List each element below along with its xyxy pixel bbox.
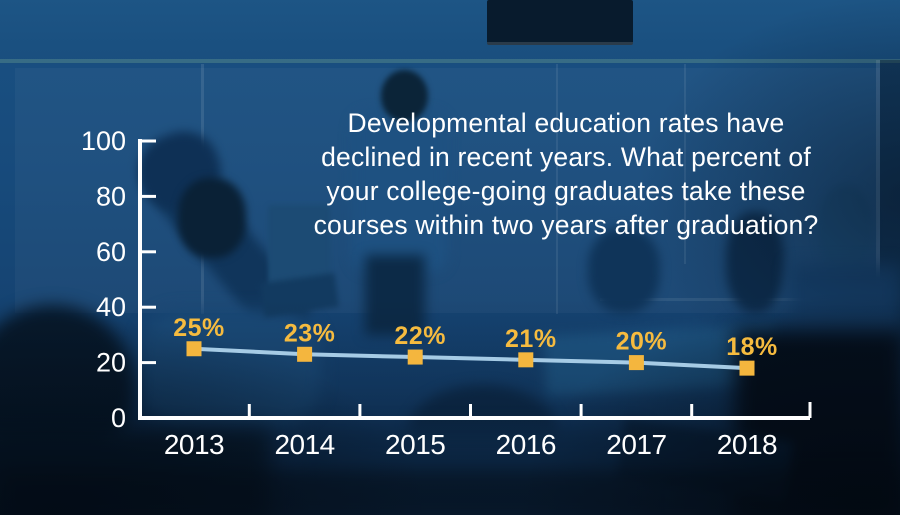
data-point-marker bbox=[739, 360, 755, 376]
question-line: Developmental education rates have bbox=[347, 108, 785, 138]
data-point-marker bbox=[407, 349, 423, 365]
y-axis-label: 20 bbox=[96, 348, 126, 378]
x-axis-label: 2013 bbox=[164, 429, 224, 460]
x-axis-label: 2015 bbox=[385, 429, 445, 460]
data-point-label: 18% bbox=[726, 333, 778, 361]
data-point-marker bbox=[186, 341, 202, 357]
y-axis-label: 100 bbox=[81, 126, 126, 156]
data-point-marker bbox=[518, 352, 534, 368]
data-point-label: 22% bbox=[394, 322, 446, 350]
x-axis-label: 2018 bbox=[717, 429, 777, 460]
data-point-label: 25% bbox=[173, 314, 225, 342]
question-text: Developmental education rates have decli… bbox=[285, 106, 847, 242]
y-axis-label: 40 bbox=[96, 292, 126, 322]
data-point-marker bbox=[628, 355, 644, 371]
question-line: your college-going graduates take these bbox=[326, 176, 806, 206]
x-axis-label: 2017 bbox=[606, 429, 666, 460]
y-axis-label: 80 bbox=[96, 181, 126, 211]
y-axis-label: 0 bbox=[111, 403, 126, 433]
x-axis-label: 2014 bbox=[274, 429, 334, 460]
data-point-label: 21% bbox=[505, 325, 557, 353]
question-line: declined in recent years. What percent o… bbox=[321, 142, 811, 172]
x-axis-label: 2016 bbox=[496, 429, 556, 460]
y-axis-label: 60 bbox=[96, 237, 126, 267]
data-point-label: 23% bbox=[284, 319, 336, 347]
question-line: courses within two years after graduatio… bbox=[313, 210, 819, 240]
data-point-label: 20% bbox=[616, 328, 668, 356]
data-point-marker bbox=[297, 346, 313, 362]
